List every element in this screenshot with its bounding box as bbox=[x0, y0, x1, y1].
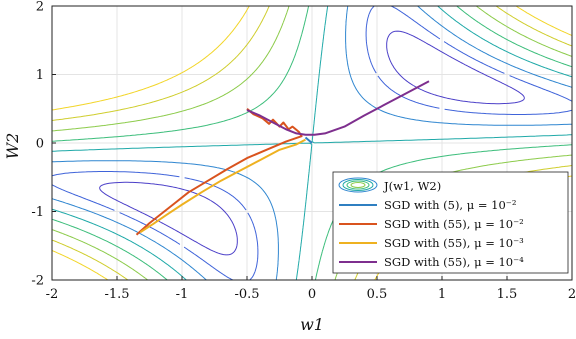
legend: J(w1, W2) SGD with (5), μ = 10⁻² SGD wit… bbox=[332, 171, 569, 274]
x-tick-label: -0.5 bbox=[234, 287, 259, 302]
y-tick-labels: -2 -1 0 1 2 bbox=[31, 0, 44, 289]
x-tick-label: 0 bbox=[308, 287, 316, 302]
series-line-1 bbox=[135, 108, 303, 236]
axis-ticks bbox=[51, 5, 573, 281]
x-tick-label: 2 bbox=[568, 287, 576, 302]
x-tick-label: -1.5 bbox=[104, 287, 129, 302]
legend-box bbox=[332, 171, 569, 274]
legend-contour-swatch bbox=[342, 179, 374, 191]
series-line-0 bbox=[304, 136, 313, 144]
x-tick-labels: -2 -1.5 -1 -0.5 0 0.5 1 1.5 2 bbox=[46, 287, 576, 302]
series-lines bbox=[135, 80, 430, 236]
y-tick-label: -1 bbox=[31, 205, 44, 220]
legend-swatches bbox=[338, 177, 378, 263]
y-tick-label: 2 bbox=[36, 0, 44, 15]
y-axis-label: W2 bbox=[3, 133, 22, 160]
series-line-2 bbox=[139, 138, 306, 233]
x-tick-label: -2 bbox=[46, 287, 59, 302]
contour-level-line bbox=[99, 30, 525, 256]
legend-label-3: SGD with (55), μ = 10⁻³ bbox=[384, 236, 524, 250]
legend-label-1: SGD with (5), μ = 10⁻² bbox=[384, 198, 516, 212]
x-axis-label: w1 bbox=[300, 315, 324, 334]
legend-contour-swatch bbox=[346, 180, 370, 190]
x-tick-label: 0.5 bbox=[367, 287, 388, 302]
y-tick-label: -2 bbox=[31, 274, 44, 289]
x-tick-label: 1.5 bbox=[497, 287, 518, 302]
legend-label-0: J(w1, W2) bbox=[383, 179, 441, 193]
x-tick-label: 1 bbox=[438, 287, 446, 302]
y-tick-label: 1 bbox=[36, 68, 44, 83]
legend-label-4: SGD with (55), μ = 10⁻⁴ bbox=[384, 255, 524, 269]
contour-lines bbox=[52, 6, 572, 280]
y-axis-label-main: W2 bbox=[3, 133, 22, 160]
x-tick-label: -1 bbox=[176, 287, 189, 302]
contour-level-line bbox=[52, 6, 572, 280]
contour-level-line bbox=[52, 6, 572, 280]
series-line-3 bbox=[246, 80, 430, 136]
x-axis-label-main: w1 bbox=[300, 315, 324, 334]
legend-label-2: SGD with (55), μ = 10⁻² bbox=[384, 217, 524, 231]
legend-contour-swatch bbox=[338, 177, 378, 193]
contour-level-line bbox=[52, 6, 572, 280]
legend-contour-swatch bbox=[350, 182, 366, 188]
y-tick-label: 0 bbox=[36, 137, 44, 152]
